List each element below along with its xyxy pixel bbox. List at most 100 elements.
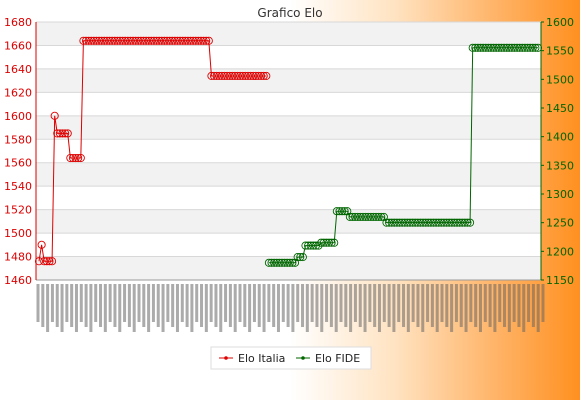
legend: Elo Italia Elo FIDE [210, 346, 372, 370]
x-tick-label [483, 284, 487, 322]
x-tick-label [296, 284, 300, 322]
data-point [61, 129, 70, 138]
left-tick-label: 1520 [4, 204, 32, 217]
grid-band [36, 115, 541, 140]
data-point [366, 212, 375, 221]
x-tick-label [353, 284, 357, 322]
data-point [463, 218, 472, 227]
data-point [497, 43, 506, 52]
data-point [97, 36, 106, 45]
data-point [416, 218, 425, 227]
data-point [510, 43, 519, 52]
x-tick-label [541, 284, 545, 322]
x-tick-label [41, 284, 45, 327]
data-point [408, 218, 417, 227]
data-point [48, 257, 57, 266]
data-point [458, 218, 467, 227]
data-point [507, 43, 516, 52]
data-point [181, 36, 190, 45]
data-point [298, 253, 307, 262]
x-tick-label [175, 284, 179, 332]
data-point [340, 207, 349, 216]
x-tick-label [469, 284, 473, 322]
data-point [382, 218, 391, 227]
x-tick-label [426, 284, 430, 322]
x-tick-label [267, 284, 271, 322]
x-tick-label [430, 284, 434, 327]
left-tick-label: 1500 [4, 227, 32, 240]
data-point [173, 36, 182, 45]
data-point [102, 36, 111, 45]
data-point [115, 36, 125, 45]
x-tick-label [291, 284, 295, 332]
x-tick-label [36, 284, 40, 322]
x-tick-label [209, 284, 213, 322]
data-point [473, 43, 482, 52]
x-tick-label [527, 284, 531, 322]
data-point [371, 212, 381, 221]
data-point [309, 241, 318, 250]
data-point [131, 36, 140, 45]
grid-lines [36, 21, 541, 281]
x-tick-label [421, 284, 425, 332]
x-tick-label [416, 284, 420, 327]
data-point [455, 218, 464, 227]
x-tick-label [50, 284, 54, 322]
right-tick-label: 1600 [546, 16, 574, 29]
x-tick-label [363, 284, 367, 332]
data-point [518, 43, 527, 52]
x-tick-label [113, 284, 117, 327]
left-tick-label: 1540 [4, 180, 32, 193]
x-tick-label [84, 284, 88, 327]
data-point [413, 218, 422, 227]
right-tick-label: 1450 [546, 102, 574, 115]
x-tick-label [248, 284, 252, 332]
data-point [262, 71, 271, 80]
x-tick-label [214, 284, 218, 327]
data-point [228, 71, 237, 80]
x-tick-label [238, 284, 242, 322]
x-tick-label [79, 284, 83, 322]
data-point [439, 218, 448, 227]
right-tick-label: 1350 [546, 159, 574, 172]
x-tick-label [228, 284, 232, 327]
data-point [450, 218, 459, 227]
x-tick-label [349, 284, 353, 332]
x-tick-label [377, 284, 381, 332]
x-tick-label [503, 284, 507, 327]
data-point [395, 218, 404, 227]
data-point [432, 218, 441, 227]
data-point [126, 36, 135, 45]
data-point [118, 36, 127, 45]
data-point [429, 218, 438, 227]
data-point [149, 36, 159, 45]
data-point [209, 71, 219, 80]
right-tick-label: 1400 [546, 131, 574, 144]
data-point [515, 43, 524, 52]
x-tick-label [531, 284, 535, 327]
data-point [68, 153, 78, 163]
x-tick-label [411, 284, 415, 322]
data-point [95, 36, 104, 45]
data-point [335, 207, 344, 216]
right-tick-label: 1500 [546, 73, 574, 86]
data-point [251, 71, 260, 80]
left-tick-label: 1580 [4, 133, 32, 146]
x-tick-label [435, 284, 439, 332]
x-tick-label [454, 284, 458, 322]
x-tick-label [123, 284, 127, 322]
grid-band [36, 209, 541, 234]
data-point [484, 43, 493, 52]
data-point [168, 36, 177, 45]
x-tick-label [156, 284, 160, 327]
data-point [468, 43, 477, 52]
data-point [53, 129, 62, 138]
data-point [405, 218, 415, 227]
x-tick-label [445, 284, 449, 327]
data-point [66, 153, 75, 163]
x-tick-label [488, 284, 492, 327]
data-point [369, 212, 378, 221]
data-point [387, 218, 396, 227]
data-point [144, 36, 153, 45]
